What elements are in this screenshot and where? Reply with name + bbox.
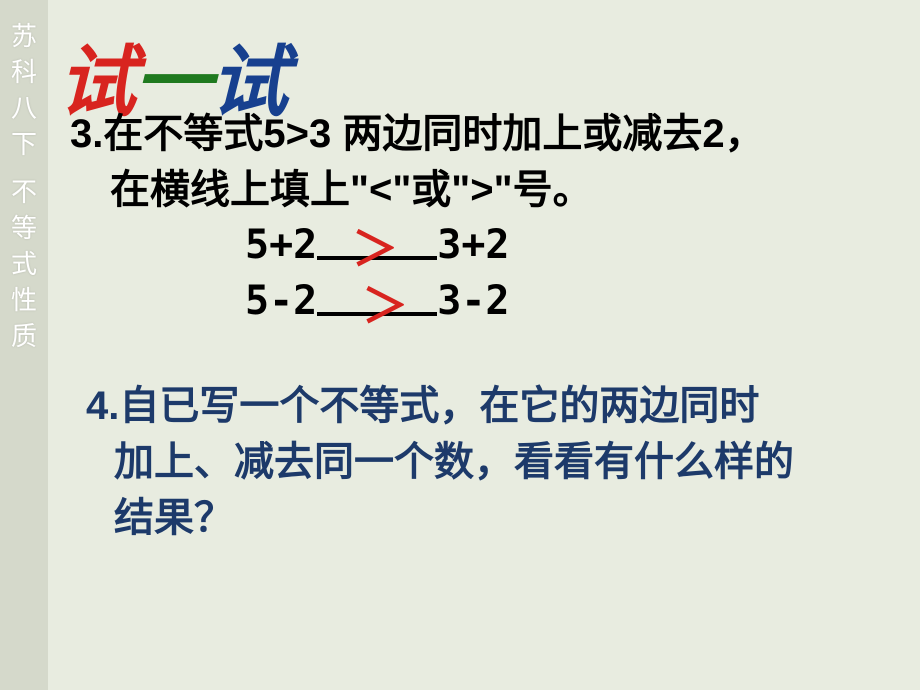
- problem-4: 4.自已写一个不等式，在它的两边同时 加上、减去同一个数，看看有什么样的 结果？: [86, 378, 896, 546]
- sidebar-char: 式: [11, 246, 37, 282]
- problem-4-line3: 结果？: [114, 490, 896, 546]
- sidebar-char: 苏: [11, 18, 37, 54]
- problem-4-line2: 加上、减去同一个数，看看有什么样的: [114, 434, 896, 490]
- sidebar-char: 等: [11, 210, 37, 246]
- expr2-right: 3-2: [437, 278, 509, 324]
- problem-3-line2: 在横线上填上"<"或">"号。: [70, 162, 910, 218]
- problem-3: 3.在不等式5>3 两边同时加上或减去2， 在横线上填上"<"或">"号。: [70, 106, 910, 218]
- sidebar-char: 质: [11, 318, 37, 354]
- sidebar: 苏科八下不等式性质: [0, 0, 48, 690]
- expr2-left: 5-2: [245, 278, 317, 324]
- expr1-right: 3+2: [437, 222, 509, 268]
- problem-3-line1: 3.在不等式5>3 两边同时加上或减去2，: [70, 106, 910, 162]
- problem-4-line1: 4.自已写一个不等式，在它的两边同时: [86, 378, 896, 434]
- sidebar-char: 下: [11, 126, 37, 162]
- sidebar-char: 不: [11, 174, 37, 210]
- sidebar-char: 性: [11, 282, 37, 318]
- expr1-left: 5+2: [245, 222, 317, 268]
- sidebar-char: 科: [11, 54, 37, 90]
- answer-2: ＞: [362, 270, 408, 336]
- sidebar-char: 八: [11, 90, 37, 126]
